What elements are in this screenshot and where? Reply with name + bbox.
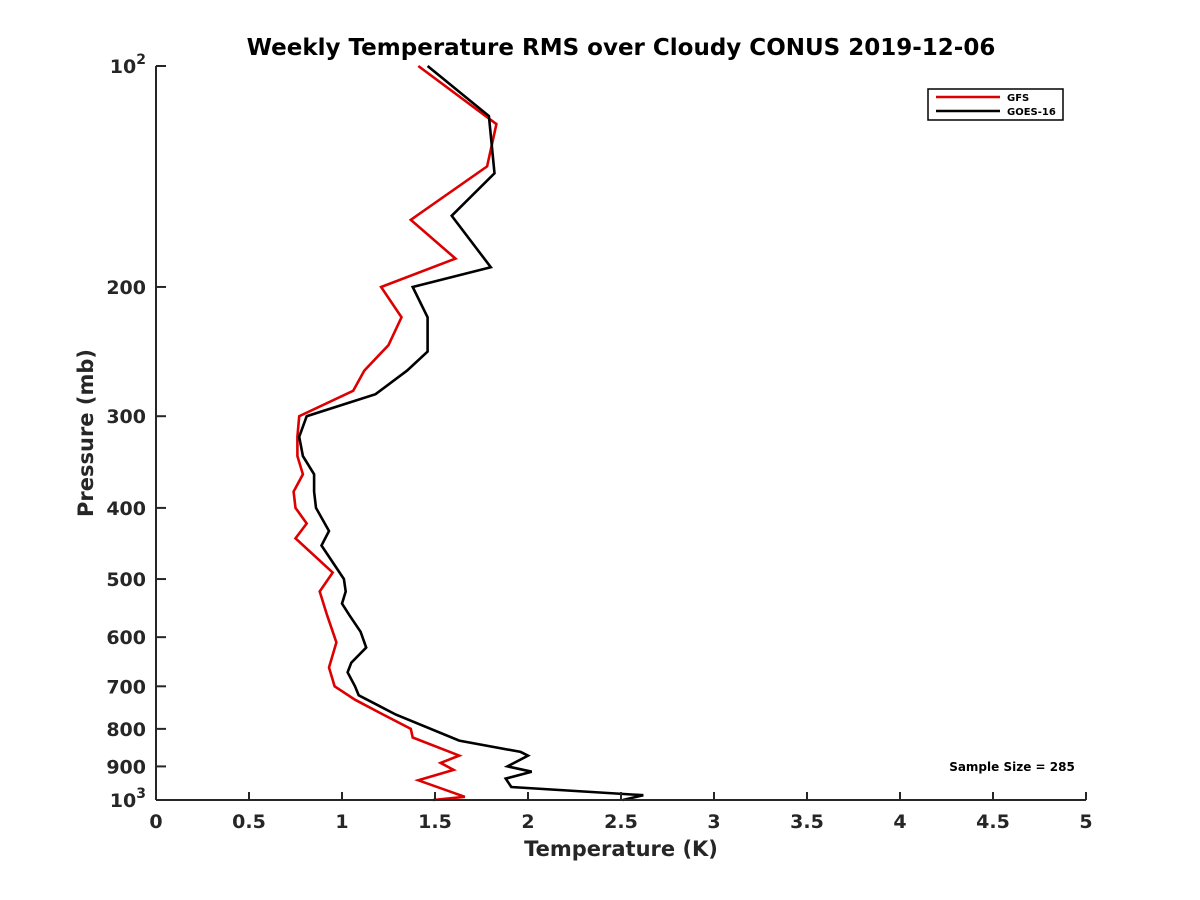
y-tick-label: 800 bbox=[106, 719, 146, 741]
y-tick-label: 400 bbox=[106, 498, 146, 520]
legend: GFS GOES-16 bbox=[927, 88, 1064, 121]
y-tick-label: 700 bbox=[106, 676, 146, 698]
y-tick-label: 200 bbox=[106, 277, 146, 299]
x-tick-label: 0 bbox=[149, 811, 162, 833]
x-tick-label: 2 bbox=[521, 811, 534, 833]
x-ticks: 0 0.5 1 1.5 2 2.5 3 3.5 4 4.5 5 bbox=[149, 792, 1093, 833]
legend-label-gfs: GFS bbox=[1007, 93, 1029, 104]
x-axis-label: Temperature (K) bbox=[524, 837, 718, 861]
y-tick-label: 103 bbox=[110, 786, 146, 812]
sample-size-annotation: Sample Size = 285 bbox=[949, 760, 1075, 774]
x-tick-label: 1.5 bbox=[418, 811, 452, 833]
y-tick-label: 102 bbox=[110, 52, 146, 78]
legend-label-goes16: GOES-16 bbox=[1007, 107, 1056, 118]
legend-box bbox=[927, 88, 1064, 121]
y-tick-label: 900 bbox=[106, 756, 146, 778]
y-axis-label: Pressure (mb) bbox=[74, 349, 98, 517]
x-tick-label: 5 bbox=[1079, 811, 1092, 833]
x-tick-label: 2.5 bbox=[604, 811, 638, 833]
y-tick-label: 300 bbox=[106, 406, 146, 428]
y-tick-label: 500 bbox=[106, 569, 146, 591]
chart-title: Weekly Temperature RMS over Cloudy CONUS… bbox=[247, 35, 996, 61]
series-line-goes16 bbox=[297, 64, 644, 802]
x-tick-label: 4 bbox=[893, 811, 906, 833]
axes-layer bbox=[155, 66, 1086, 801]
x-tick-label: 4.5 bbox=[976, 811, 1010, 833]
x-tick-label: 0.5 bbox=[232, 811, 266, 833]
series-layer bbox=[292, 64, 644, 802]
x-tick-label: 1 bbox=[335, 811, 348, 833]
x-tick-label: 3.5 bbox=[790, 811, 824, 833]
y-ticks: 102 200 300 400 500 600 700 800 900 103 bbox=[106, 52, 166, 812]
y-tick-label: 600 bbox=[106, 627, 146, 649]
x-tick-label: 3 bbox=[707, 811, 720, 833]
series-line-gfs bbox=[292, 64, 498, 802]
